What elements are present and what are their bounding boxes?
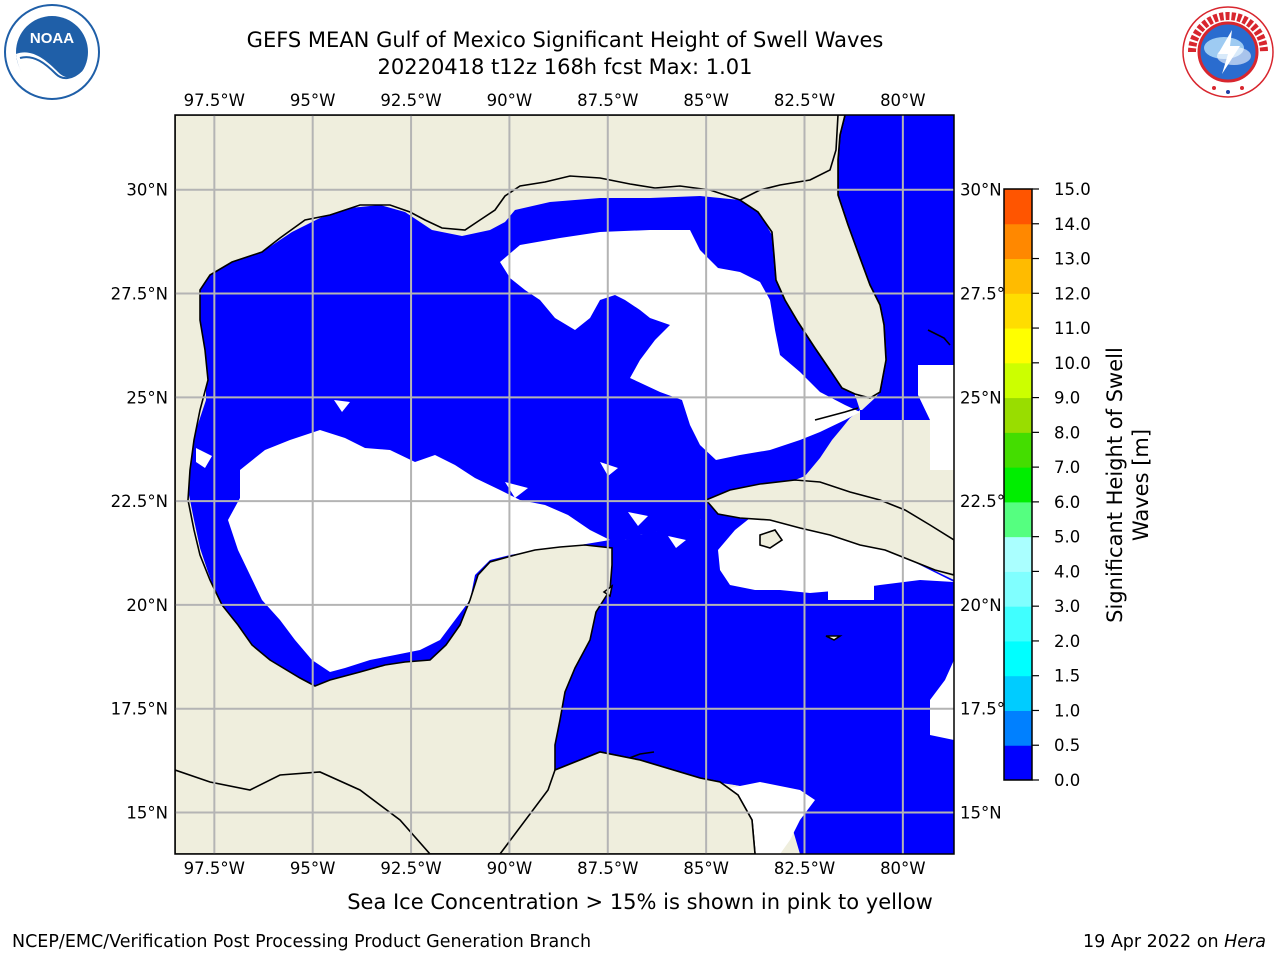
credit-text: NCEP/EMC/Verification Post Processing Pr… <box>12 932 592 952</box>
colorbar-tick-label: 5.0 <box>1054 528 1080 547</box>
colorbar-swatch <box>1004 223 1032 260</box>
colorbar-tick-label: 6.0 <box>1054 493 1080 512</box>
colorbar-swatch <box>1004 640 1032 677</box>
nws-logo <box>1181 5 1275 99</box>
latitude-label: 17.5°N <box>111 700 168 719</box>
colorbar-swatch <box>1004 189 1032 225</box>
colorbar-tick-label: 1.5 <box>1054 667 1080 686</box>
colorbar-tick-label: 0.0 <box>1054 771 1080 790</box>
low-swell-areas <box>196 230 954 854</box>
map-frame <box>174 114 955 855</box>
longitude-label: 82.5°W <box>774 91 835 110</box>
longitude-label: 87.5°W <box>577 859 638 878</box>
colorbar-tick-label: 8.0 <box>1054 423 1080 442</box>
colorbar-tick-label: 7.0 <box>1054 458 1080 477</box>
longitude-label: 90°W <box>487 859 533 878</box>
date-value: 19 Apr 2022 on <box>1082 932 1219 952</box>
colorbar-tick-label: 3.0 <box>1054 597 1080 616</box>
colorbar-tick-label: 9.0 <box>1054 389 1080 408</box>
colorbar-swatch <box>1004 675 1032 711</box>
colorbar-tick-label: 14.0 <box>1054 215 1091 234</box>
latitude-label: 25°N <box>126 388 168 407</box>
colorbar-swatch <box>1004 397 1032 433</box>
latitude-label: 20°N <box>126 596 168 615</box>
colorbar-swatch <box>1004 536 1032 572</box>
latitude-label: 20°N <box>960 596 1002 615</box>
colorbar-tick-label: 12.0 <box>1054 284 1091 303</box>
latitude-label: 15°N <box>960 803 1002 822</box>
sea-ice-note: Sea Ice Concentration > 15% is shown in … <box>347 890 933 914</box>
colorbar-swatch <box>1004 710 1032 746</box>
central-america-land <box>175 751 756 854</box>
latitude-labels-right: 30°N 27.5°N 25°N 22.5°N 20°N 17.5°N 15°N <box>960 181 1017 823</box>
longitude-label: 92.5°W <box>380 859 441 878</box>
latitude-label: 22.5°N <box>960 492 1017 511</box>
caribbean-swell-field <box>562 520 954 854</box>
longitude-label: 80°W <box>880 91 926 110</box>
colorbar-ticks: 0.0 0.5 1.0 1.5 2.0 3.0 4.0 5.0 6.0 7.0 8.0 9.0 10.0… <box>1032 180 1091 790</box>
colorbar-tick-label: 15.0 <box>1054 180 1091 199</box>
latitude-label: 27.5°N <box>960 285 1017 304</box>
longitude-label: 97.5°W <box>184 859 245 878</box>
date-text: 19 Apr 2022 on Hera <box>1083 932 1266 952</box>
latitude-label: 17.5°N <box>960 700 1017 719</box>
host-name: Hera <box>1224 932 1266 952</box>
colorbar-frame <box>1003 188 1033 781</box>
colorbar-tick-label: 2.0 <box>1054 632 1080 651</box>
colorbar-swatch <box>1004 258 1032 294</box>
longitude-label: 85°W <box>683 859 729 878</box>
longitude-label: 97.5°W <box>184 91 245 110</box>
longitude-label: 82.5°W <box>774 859 835 878</box>
forecast-subtitle: 20220418 t12z 168h fcst Max: 1.01 <box>377 55 753 79</box>
colorbar-swatch <box>1004 571 1032 607</box>
svg-text:NOAA: NOAA <box>30 30 74 47</box>
colorbar-label-line2: Waves [m] <box>1129 428 1153 542</box>
longitude-label: 90°W <box>487 91 533 110</box>
longitude-labels-top: 97.5°W 95°W 92.5°W 90°W 87.5°W 85°W 82.5°W 80°W <box>184 91 926 110</box>
colorbar-swatch <box>1004 362 1032 399</box>
latitude-label: 30°N <box>960 181 1002 200</box>
colorbar-tick-label: 0.5 <box>1054 736 1080 755</box>
colorbar-label-line1: Significant Height of Swell <box>1103 347 1127 623</box>
colorbar-swatch <box>1004 745 1032 781</box>
longitude-label: 92.5°W <box>380 91 441 110</box>
longitude-label: 95°W <box>290 859 336 878</box>
gridlines <box>175 115 954 854</box>
colorbar-swatch <box>1004 328 1032 364</box>
longitude-label: 85°W <box>683 91 729 110</box>
latitude-labels-left: 30°N 27.5°N 25°N 22.5°N 20°N 17.5°N 15°N <box>111 181 168 823</box>
colorbar-swatch <box>1004 606 1032 642</box>
latitude-label: 27.5°N <box>111 285 168 304</box>
longitude-labels-bottom: 97.5°W 95°W 92.5°W 90°W 87.5°W 85°W 82.5°W 80°W <box>184 859 926 878</box>
longitude-label: 95°W <box>290 91 336 110</box>
latitude-label: 22.5°N <box>111 492 168 511</box>
colorbar-tick-label: 1.0 <box>1054 701 1080 720</box>
longitude-label: 87.5°W <box>577 91 638 110</box>
colorbar-swatch <box>1004 501 1032 538</box>
colorbar-tick-label: 11.0 <box>1054 319 1091 338</box>
colorbar-swatch <box>1004 293 1032 329</box>
map-title: GEFS MEAN Gulf of Mexico Significant Hei… <box>246 28 884 52</box>
latitude-label: 25°N <box>960 388 1002 407</box>
colorbar-swatch <box>1004 467 1032 503</box>
colorbar-tick-label: 10.0 <box>1054 354 1091 373</box>
colorbar-label: Significant Height of Swell Waves [m] <box>1102 320 1154 650</box>
colorbar <box>1004 189 1032 781</box>
latitude-label: 15°N <box>126 803 168 822</box>
latitude-label: 30°N <box>126 181 168 200</box>
noaa-logo: NOAA <box>4 4 100 100</box>
colorbar-tick-label: 13.0 <box>1054 250 1091 269</box>
colorbar-swatch <box>1004 432 1032 468</box>
longitude-label: 80°W <box>880 859 926 878</box>
colorbar-tick-label: 4.0 <box>1054 562 1080 581</box>
